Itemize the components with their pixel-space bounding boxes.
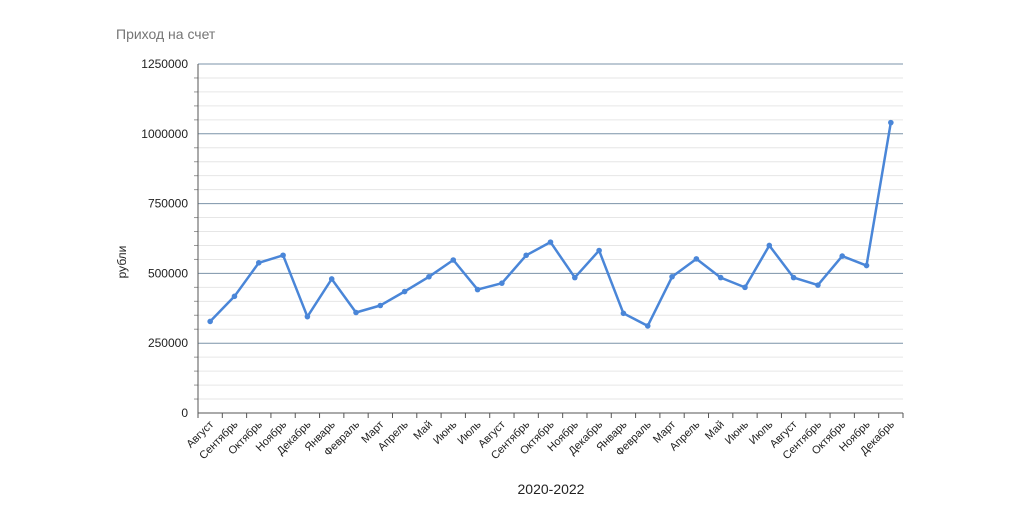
series-group bbox=[207, 119, 894, 329]
data-point bbox=[815, 282, 821, 288]
x-tick-labels: АвгустСентябрьОктябрьНоябрьДекабрьЯнварь… bbox=[184, 418, 897, 462]
x-axis-label: 2020-2022 bbox=[518, 481, 585, 497]
data-point bbox=[839, 253, 846, 259]
data-point bbox=[304, 313, 311, 320]
data-point bbox=[523, 252, 529, 259]
data-point bbox=[450, 257, 457, 263]
data-point bbox=[742, 284, 748, 291]
data-point bbox=[474, 286, 481, 293]
data-point bbox=[547, 239, 554, 245]
x-tick-label: Июнь bbox=[723, 418, 751, 446]
data-point bbox=[620, 310, 627, 317]
chart-title: Приход на счет bbox=[116, 26, 216, 42]
data-point bbox=[426, 273, 432, 280]
data-point bbox=[790, 274, 797, 281]
data-point bbox=[596, 247, 602, 254]
data-point bbox=[353, 309, 359, 316]
data-point bbox=[669, 273, 675, 280]
data-point bbox=[207, 318, 213, 325]
y-tick-label: 1250000 bbox=[141, 57, 188, 71]
y-axis-label: рубли bbox=[115, 246, 129, 279]
data-point bbox=[766, 242, 773, 249]
data-point bbox=[499, 280, 505, 286]
y-tick-labels: 0 250000 500000 750000 1000000 1250000 bbox=[141, 57, 188, 420]
data-point bbox=[401, 288, 408, 295]
data-point bbox=[693, 256, 700, 262]
data-point bbox=[328, 276, 335, 282]
y-tick-label: 750000 bbox=[148, 197, 188, 211]
series-line bbox=[209, 122, 893, 328]
data-point bbox=[231, 293, 238, 300]
axes bbox=[194, 64, 904, 418]
data-point bbox=[280, 252, 286, 259]
x-tick-label: Июнь bbox=[431, 418, 459, 446]
y-tick-label: 500000 bbox=[148, 266, 188, 280]
y-tick-label: 250000 bbox=[148, 336, 188, 350]
y-tick-label: 0 bbox=[181, 406, 188, 420]
y-tick-label: 1000000 bbox=[141, 127, 188, 141]
data-point bbox=[888, 119, 894, 126]
grid-lines bbox=[198, 63, 903, 400]
data-point bbox=[255, 259, 262, 266]
data-point bbox=[717, 274, 724, 281]
data-point bbox=[377, 302, 384, 309]
data-point bbox=[863, 262, 870, 269]
data-point bbox=[644, 323, 651, 329]
data-point bbox=[572, 274, 578, 281]
